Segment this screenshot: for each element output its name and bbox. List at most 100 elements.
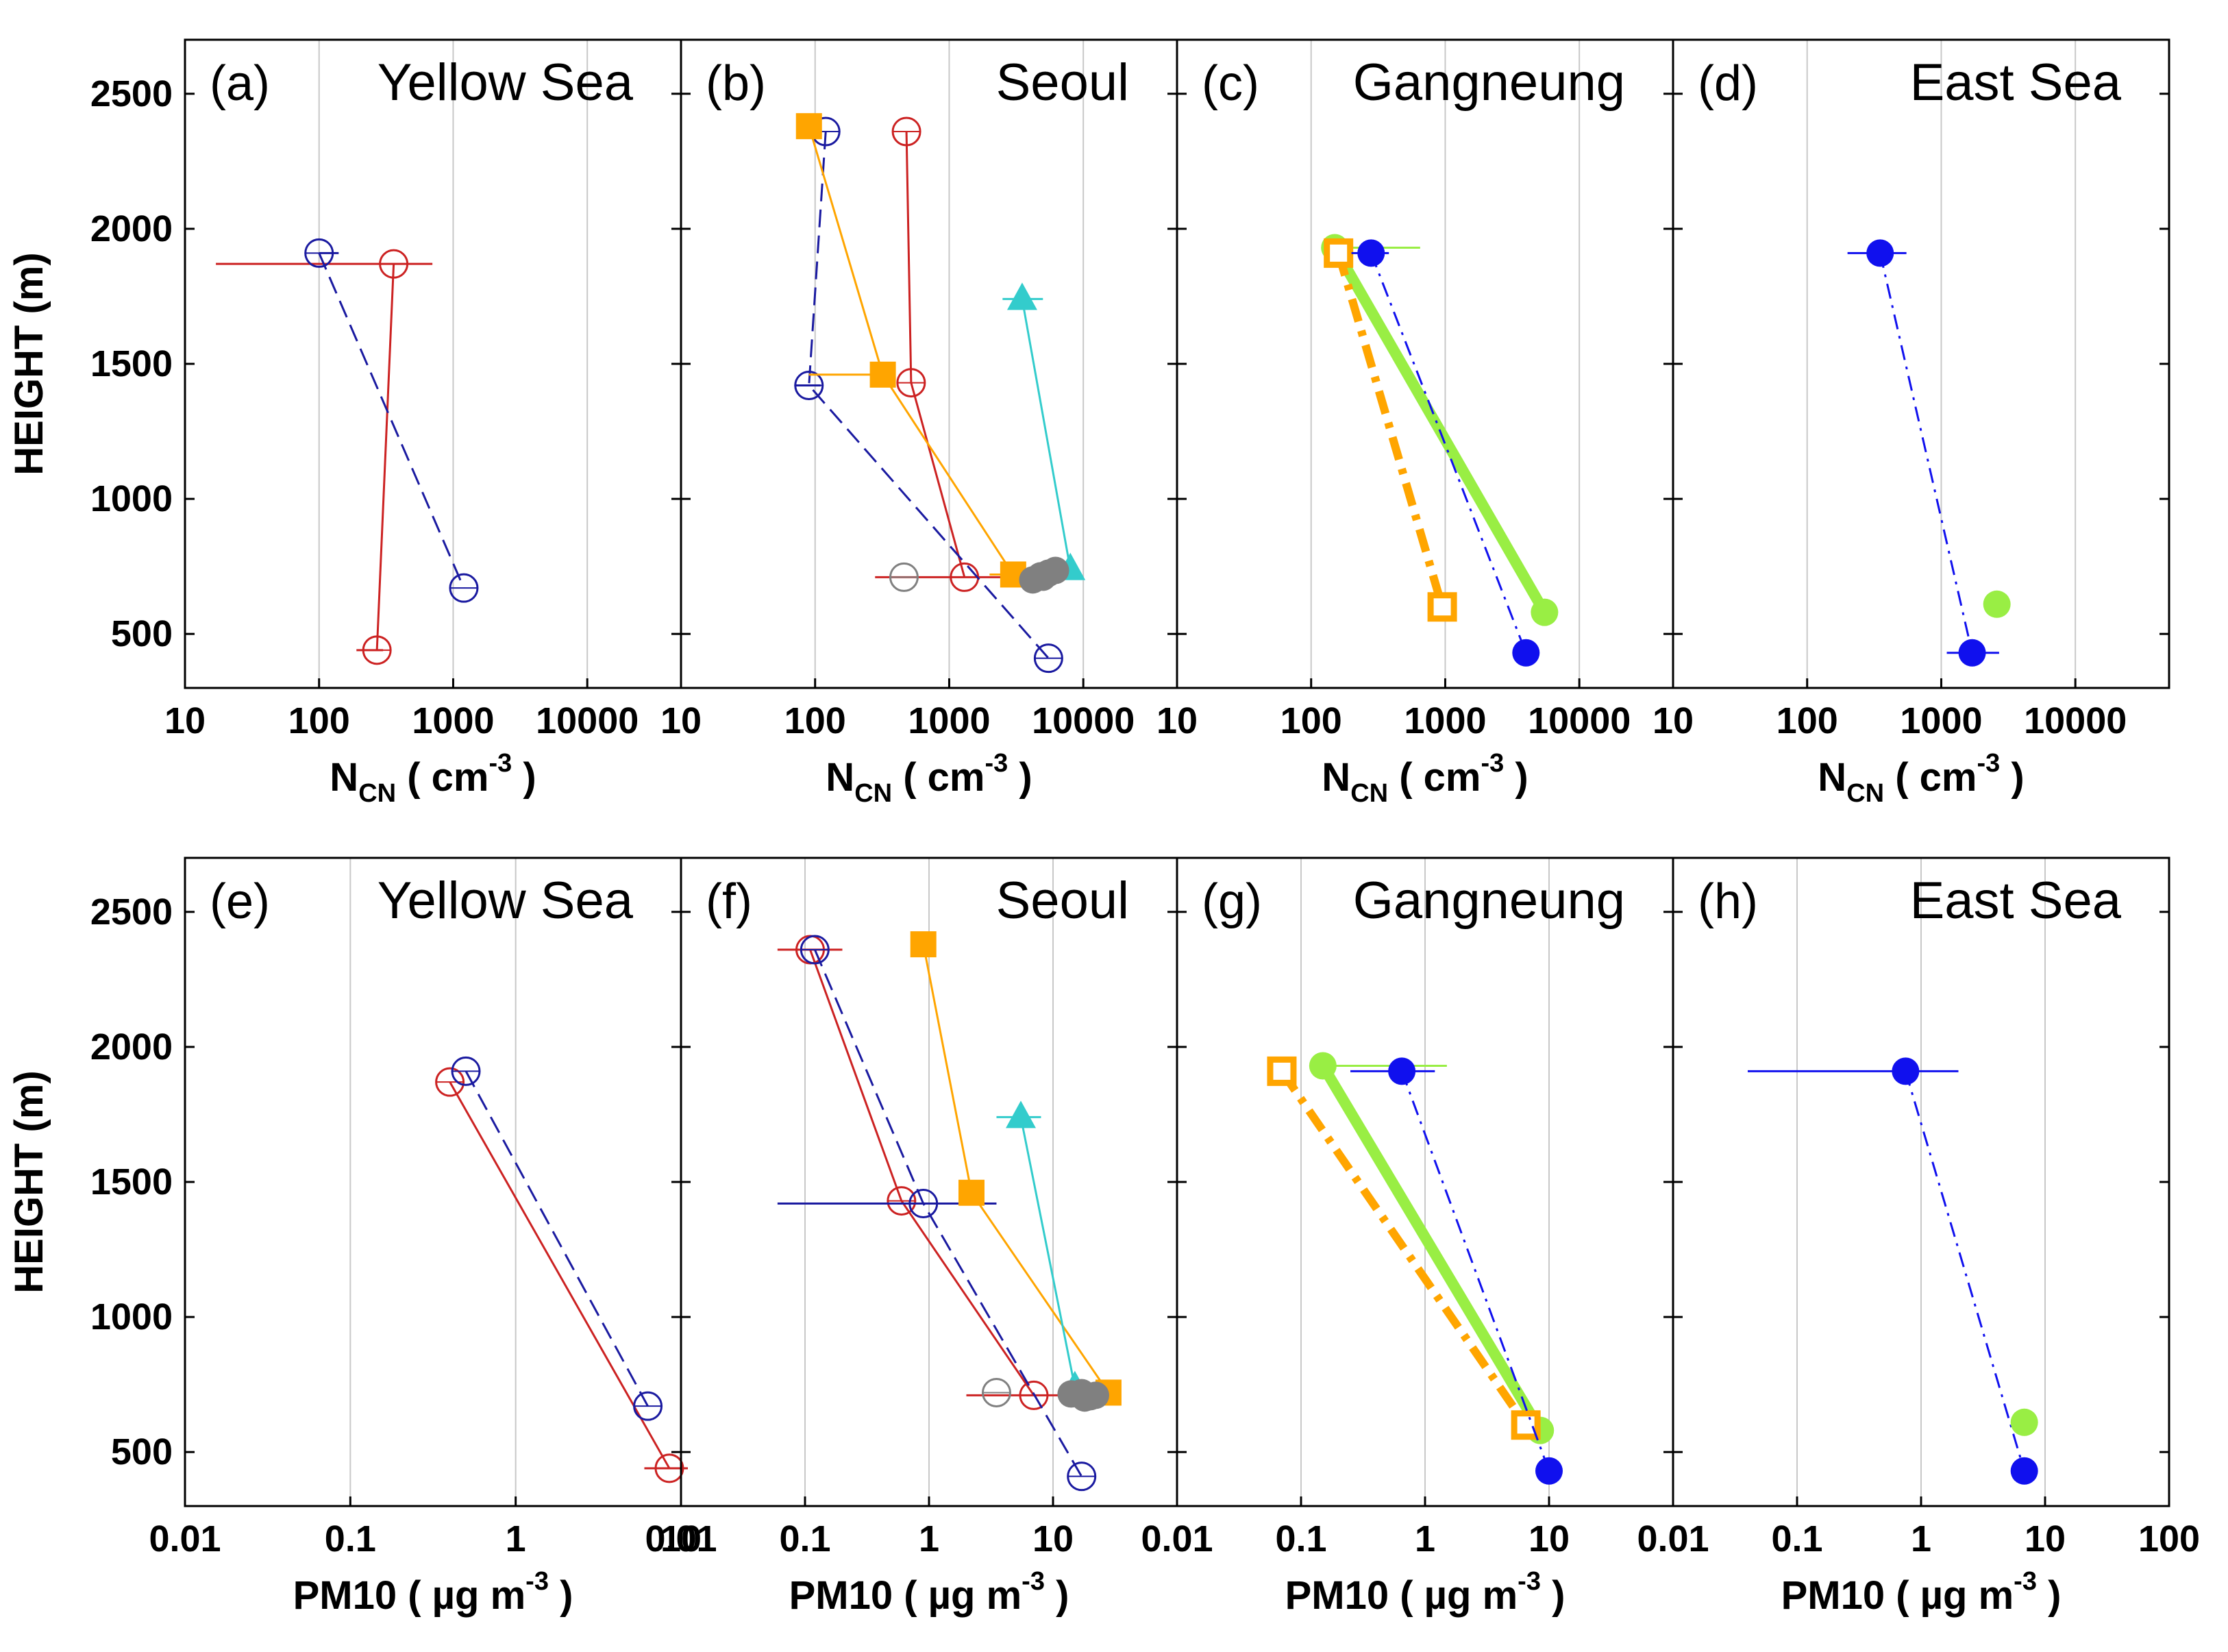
series-line — [905, 131, 966, 578]
series-line — [922, 944, 1110, 1394]
x-tick-label: 10 — [660, 1518, 702, 1559]
data-point — [1958, 639, 1986, 667]
x-tick-label: 0.1 — [1275, 1518, 1326, 1559]
series-line — [1400, 1070, 1550, 1472]
series-navy — [451, 1056, 663, 1421]
x-axis-label-unit-post: ) — [1045, 1573, 1069, 1618]
series-cyan — [1002, 282, 1086, 580]
panel-c: 10 100 1000 10000 (c) Gangneung NCN ( cm-3 ) — [1156, 38, 1674, 808]
y-tick-label: 500 — [111, 613, 173, 654]
data-point — [869, 361, 896, 388]
series-line — [809, 949, 1035, 1396]
panel-title: Seoul — [996, 53, 1129, 112]
series-line — [465, 1070, 649, 1407]
x-axis-label-main: N — [1818, 755, 1846, 800]
series-line — [1019, 1117, 1076, 1388]
panel-label: (e) — [210, 874, 270, 929]
x-tick-label: 10000 — [536, 700, 639, 741]
x-axis-label: PM10 ( µg m-3 ) — [789, 1567, 1069, 1618]
series-blue — [1747, 1057, 2038, 1485]
series-gray — [981, 1377, 1011, 1407]
panel-label: (c) — [1202, 56, 1259, 111]
x-tick-label: 0.01 — [149, 1518, 221, 1559]
data-point — [958, 1179, 985, 1206]
x-axis-label-main: PM10 — [293, 1573, 397, 1618]
panel-e: 500 1000 1500 2000 2500 0.01 0.1 1 10 (e) Yellow S… — [7, 856, 702, 1618]
series-blue — [1847, 239, 1999, 667]
panel-title: Yellow Sea — [377, 53, 634, 112]
x-tick-label: 1000 — [412, 700, 494, 741]
x-axis-label-unit-sup: -3 — [985, 749, 1008, 778]
series-navy — [777, 935, 1097, 1492]
y-tick-label: 2500 — [90, 73, 173, 114]
data-point — [1267, 1056, 1297, 1086]
series-line — [318, 252, 465, 589]
x-axis-label-sub: CN — [358, 779, 396, 808]
series-navy — [304, 238, 479, 603]
plot-frame — [680, 38, 1178, 689]
x-axis-label-unit-sup: -3 — [2014, 1567, 2037, 1596]
x-tick-label: 0.01 — [1637, 1518, 1709, 1559]
x-tick-label: 10000 — [1528, 700, 1631, 741]
series-line — [1278, 1068, 1530, 1428]
x-axis-label-main: PM10 — [1781, 1573, 1885, 1618]
data-point — [1388, 1057, 1416, 1085]
series-orange — [1324, 238, 1457, 622]
data-point — [1892, 1057, 1920, 1085]
x-axis-label-unit-sup: -3 — [1518, 1567, 1541, 1596]
x-axis-label-sub: CN — [1350, 779, 1388, 808]
x-axis-label: NCN ( cm-3 ) — [330, 749, 536, 808]
x-tick-label: 10 — [1032, 1518, 1074, 1559]
y-tick-label: 2500 — [90, 891, 173, 933]
data-point — [1531, 598, 1559, 626]
x-tick-label: 10000 — [2024, 700, 2127, 741]
data-point — [1006, 1100, 1037, 1129]
x-axis-label-sub: CN — [854, 779, 892, 808]
x-axis-label-unit-pre: ( cm — [1884, 755, 1977, 800]
panel-label: (b) — [706, 56, 766, 111]
data-point — [1427, 592, 1457, 622]
panel-label: (g) — [1202, 874, 1262, 929]
data-point — [795, 113, 822, 140]
data-point — [1866, 239, 1894, 267]
x-axis-label: NCN ( cm-3 ) — [826, 749, 1032, 808]
x-axis-label-unit-post: ) — [2000, 755, 2024, 800]
series-line — [449, 1081, 671, 1469]
panel-label: (d) — [1698, 56, 1758, 111]
x-tick-label: 1000 — [1900, 700, 1982, 741]
x-axis-label: NCN ( cm-3 ) — [1322, 749, 1528, 808]
y-tick-label: 1000 — [90, 1296, 173, 1337]
x-axis-label-unit-post: ) — [2037, 1573, 2061, 1618]
x-axis-label-main: N — [1322, 755, 1350, 800]
x-tick-label: 10000 — [1032, 700, 1135, 741]
series-red — [435, 1067, 688, 1483]
data-point — [1511, 1410, 1541, 1440]
x-tick-label: 100 — [1777, 700, 1838, 741]
data-point — [2010, 1457, 2038, 1485]
x-axis-label-unit-pre: ( cm — [892, 755, 985, 800]
y-tick-label: 1000 — [90, 478, 173, 519]
x-axis-label-unit-post: ) — [1541, 1573, 1565, 1618]
series-gray — [1057, 1379, 1109, 1412]
x-axis-label-unit-post: ) — [549, 1573, 573, 1618]
x-tick-label: 1 — [1911, 1518, 1931, 1559]
series-line — [1318, 1063, 1546, 1433]
x-tick-label: 1 — [506, 1518, 526, 1559]
plot-frame — [184, 38, 682, 689]
x-tick-label: 1 — [1415, 1518, 1435, 1559]
panel-g: 0.01 0.1 1 10 (g) Gangneung PM10 ( µg m-3 ) — [1141, 856, 1674, 1618]
panel-title: Yellow Sea — [377, 872, 634, 930]
series-green — [2010, 1408, 2038, 1436]
data-point — [1512, 639, 1540, 667]
series-blue — [1351, 239, 1540, 667]
x-axis-label-sub: CN — [1846, 779, 1884, 808]
x-axis-label-unit-sup: -3 — [488, 749, 512, 778]
x-axis-label: NCN ( cm-3 ) — [1818, 749, 2024, 808]
data-point — [910, 931, 937, 958]
series-red — [875, 116, 1013, 592]
x-axis-label-unit-post: ) — [512, 755, 536, 800]
x-axis-label-unit-pre: ( µg m — [893, 1573, 1022, 1618]
series-line — [1334, 251, 1446, 608]
plot-frame — [1672, 856, 2170, 1507]
panel-d: 10 100 1000 10000 (d) East Sea NCN ( cm-3 ) — [1653, 38, 2170, 808]
